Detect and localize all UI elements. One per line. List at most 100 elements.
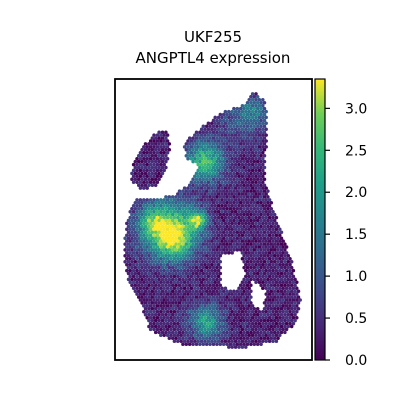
spot xyxy=(138,174,143,179)
spot xyxy=(288,286,292,290)
spot xyxy=(221,330,226,335)
spot xyxy=(279,254,284,258)
spot xyxy=(257,145,262,149)
spot xyxy=(266,336,270,341)
spot xyxy=(131,280,136,285)
spot xyxy=(271,215,275,220)
spot xyxy=(196,227,200,232)
spot xyxy=(257,262,262,267)
spot xyxy=(213,139,217,143)
spot xyxy=(167,201,172,205)
spot xyxy=(242,171,246,176)
spot xyxy=(147,259,151,264)
spot xyxy=(172,310,177,314)
spot xyxy=(208,318,212,323)
spot xyxy=(181,271,185,276)
spot xyxy=(186,274,190,279)
spot xyxy=(238,312,243,317)
spot xyxy=(230,315,234,320)
spot xyxy=(291,292,296,296)
spot xyxy=(279,307,284,311)
spot xyxy=(130,248,134,252)
spot xyxy=(182,339,187,343)
spot xyxy=(133,271,138,276)
spot xyxy=(150,289,155,293)
spot xyxy=(123,248,127,252)
spot xyxy=(201,136,206,140)
spot xyxy=(204,130,209,134)
spot xyxy=(152,310,156,314)
spot xyxy=(240,192,245,196)
colorbar-tick-label: 2.0 xyxy=(345,185,367,201)
spot xyxy=(157,271,161,276)
spot xyxy=(162,286,166,290)
spot xyxy=(244,339,248,343)
spot xyxy=(245,148,250,152)
spot xyxy=(267,310,272,314)
spot xyxy=(272,277,277,282)
spot xyxy=(245,112,250,117)
spot xyxy=(206,221,211,226)
spot xyxy=(289,277,294,282)
spot xyxy=(252,224,257,229)
spot xyxy=(272,248,277,252)
spot xyxy=(245,324,250,329)
spot xyxy=(194,224,199,229)
spot xyxy=(142,156,146,161)
spot xyxy=(279,259,284,264)
spot xyxy=(218,206,223,211)
spot xyxy=(244,221,248,226)
spot xyxy=(221,159,226,164)
spot xyxy=(152,298,156,302)
spot xyxy=(259,224,263,229)
spot xyxy=(257,245,262,249)
spot xyxy=(215,342,219,346)
spot xyxy=(136,230,141,235)
spot xyxy=(242,324,246,329)
spot xyxy=(274,333,279,338)
spot xyxy=(215,289,219,293)
spot xyxy=(225,295,229,299)
spot xyxy=(167,301,172,305)
spot xyxy=(245,230,250,235)
spot xyxy=(165,310,170,314)
spot xyxy=(203,239,207,243)
spot xyxy=(177,248,182,252)
spot xyxy=(238,136,243,140)
spot xyxy=(210,209,214,214)
spot xyxy=(259,254,263,258)
spot xyxy=(240,298,245,302)
spot xyxy=(235,206,240,211)
spot xyxy=(279,230,284,235)
spot xyxy=(245,224,250,229)
spot xyxy=(167,330,172,335)
spot xyxy=(162,315,166,320)
spot xyxy=(189,186,194,190)
spot xyxy=(165,268,170,273)
spot xyxy=(169,251,173,255)
spot xyxy=(213,204,217,208)
spot xyxy=(264,292,268,296)
spot xyxy=(247,121,251,126)
spot xyxy=(152,327,156,332)
spot xyxy=(145,186,149,190)
spot xyxy=(262,301,267,305)
spot xyxy=(140,254,144,258)
spot xyxy=(184,153,189,158)
spot xyxy=(174,201,178,205)
spot xyxy=(162,204,166,208)
spot xyxy=(186,310,190,314)
spot xyxy=(237,286,241,290)
spot xyxy=(155,180,160,184)
spot xyxy=(242,307,246,311)
spot xyxy=(199,333,204,338)
spot xyxy=(135,257,139,261)
spot xyxy=(152,286,156,290)
spot-layer xyxy=(123,92,302,349)
spot xyxy=(238,283,243,288)
spot xyxy=(126,230,131,235)
spot xyxy=(278,268,282,273)
spot xyxy=(130,242,134,246)
spot xyxy=(262,118,267,123)
spot xyxy=(228,165,233,170)
